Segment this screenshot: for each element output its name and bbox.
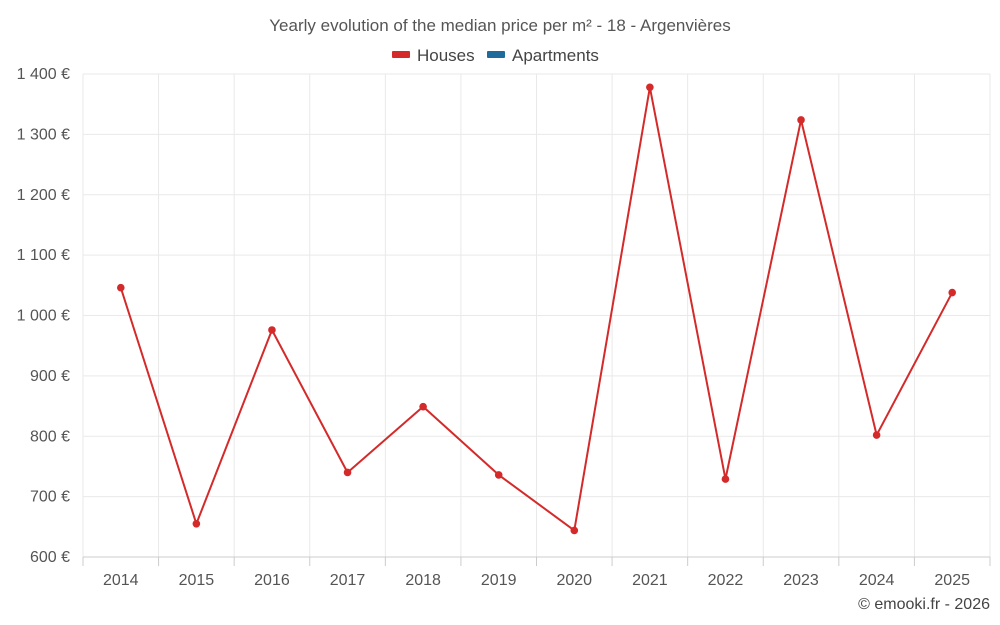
legend-label-apartments: Apartments: [512, 46, 599, 65]
data-point-houses-2016[interactable]: [268, 326, 276, 334]
data-point-houses-2014[interactable]: [116, 283, 125, 292]
data-point-houses-2023[interactable]: [797, 116, 805, 124]
data-point-houses-2018[interactable]: [419, 402, 427, 411]
credit-text: © emooki.fr - 2026: [858, 596, 990, 613]
data-point-houses-2015[interactable]: [192, 519, 201, 528]
data-point-houses-2017[interactable]: [343, 468, 352, 477]
data-point-houses-2025[interactable]: [948, 288, 957, 297]
x-tick-label: 2014: [103, 572, 139, 589]
y-tick-label: 1 300 €: [17, 126, 70, 143]
y-axis-ticks: 600 € 700 € 800 € 900 € 1 000 € 1 100 € 1 200 …: [17, 66, 70, 566]
data-point-houses-2022[interactable]: [721, 475, 730, 483]
y-tick-label: 600 €: [30, 549, 70, 566]
x-axis-ticks: 2014 2015 2016 2017 2018 2019 2020 2021 2022 2023…: [82, 557, 991, 589]
y-tick-label: 1 000 €: [17, 308, 70, 325]
legend-label-houses: Houses: [417, 46, 475, 65]
y-tick-label: 1 100 €: [17, 247, 70, 264]
x-tick-label: 2017: [330, 572, 366, 589]
x-tick-label: 2015: [179, 572, 215, 589]
x-tick-label: 2025: [934, 572, 970, 589]
x-tick-label: 2020: [556, 572, 592, 589]
data-point-houses-2021[interactable]: [646, 83, 654, 92]
series-line-houses: [119, 86, 954, 532]
legend: Houses Apartments: [392, 46, 599, 65]
y-tick-label: 700 €: [30, 489, 70, 506]
legend-item-houses[interactable]: Houses: [392, 46, 475, 65]
x-gridlines: [82, 74, 991, 557]
x-tick-label: 2022: [708, 572, 744, 589]
legend-swatch-houses: [392, 51, 410, 58]
x-tick-label: 2023: [783, 572, 819, 589]
data-point-houses-2024[interactable]: [872, 431, 881, 439]
x-tick-label: 2018: [405, 572, 441, 589]
legend-item-apartments[interactable]: Apartments: [487, 46, 599, 65]
x-tick-label: 2021: [632, 572, 668, 589]
legend-swatch-apartments: [487, 51, 505, 58]
y-tick-label: 1 400 €: [17, 66, 70, 83]
data-point-houses-2019[interactable]: [494, 471, 503, 479]
x-tick-label: 2024: [859, 572, 895, 589]
series-group: [116, 83, 957, 535]
y-tick-label: 900 €: [30, 368, 70, 385]
data-point-houses-2020[interactable]: [570, 526, 579, 535]
y-tick-label: 1 200 €: [17, 187, 70, 204]
y-tick-label: 800 €: [30, 428, 70, 445]
chart-title: Yearly evolution of the median price per…: [269, 16, 730, 35]
x-tick-label: 2019: [481, 572, 517, 589]
x-tick-label: 2016: [254, 572, 290, 589]
